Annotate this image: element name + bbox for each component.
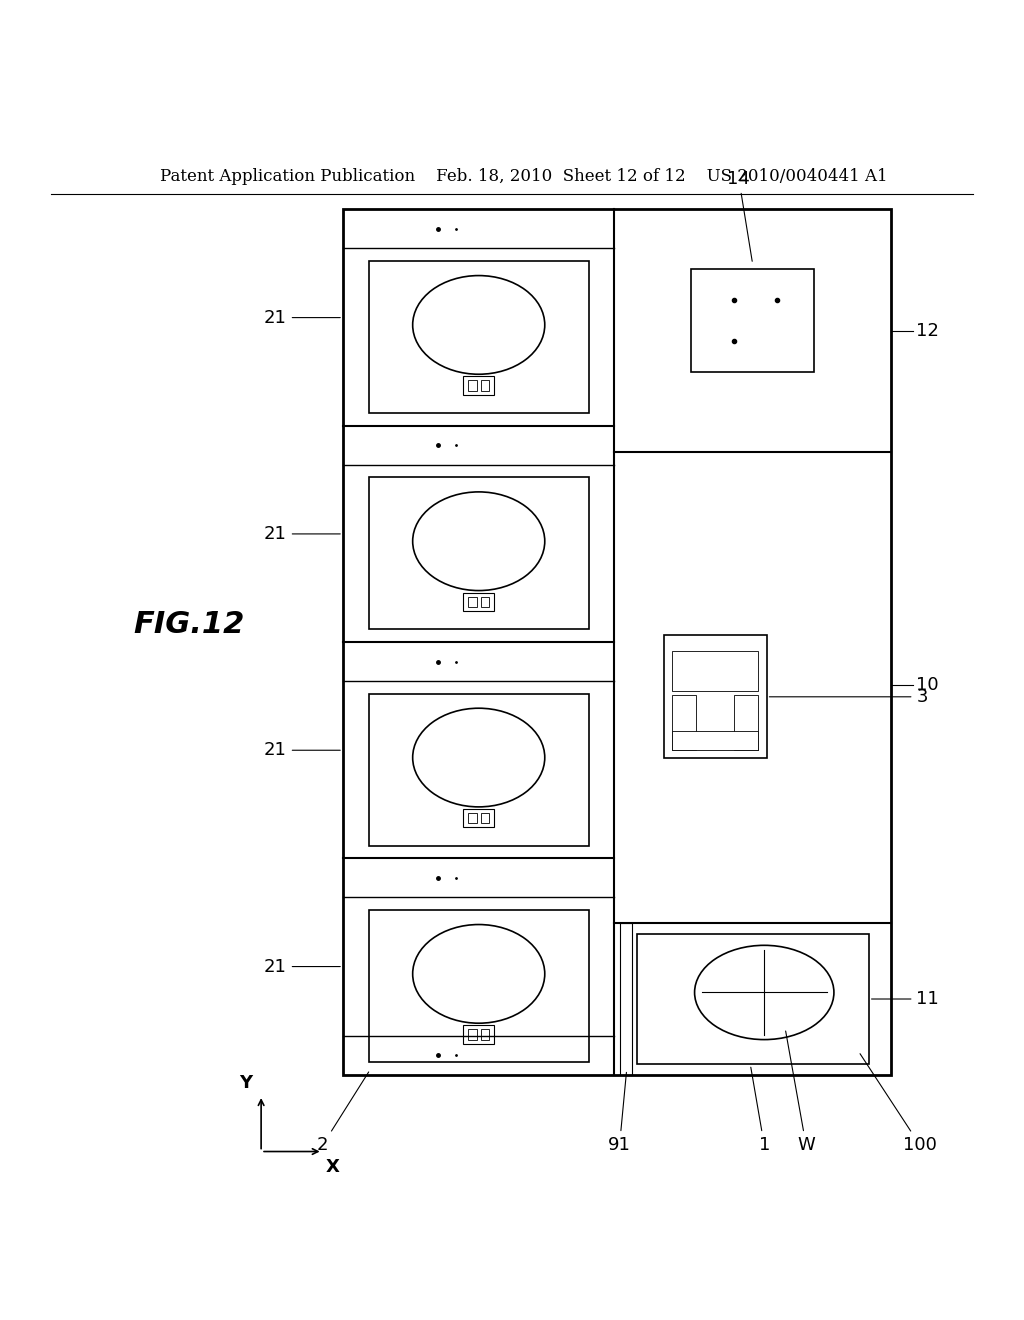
Bar bbox=[620, 923, 632, 1074]
Bar bbox=[691, 269, 814, 371]
Text: 100: 100 bbox=[860, 1053, 937, 1154]
Text: 3: 3 bbox=[769, 688, 928, 706]
Bar bbox=[463, 376, 495, 395]
Bar bbox=[673, 731, 759, 750]
Text: W: W bbox=[785, 1031, 815, 1154]
Text: Y: Y bbox=[240, 1074, 252, 1092]
Text: 21: 21 bbox=[264, 957, 340, 975]
Bar bbox=[469, 380, 477, 391]
Bar bbox=[637, 933, 868, 1064]
Bar bbox=[369, 261, 589, 413]
Bar bbox=[463, 1026, 495, 1044]
Bar bbox=[369, 478, 589, 630]
Text: 2: 2 bbox=[316, 1072, 369, 1154]
Bar bbox=[343, 210, 891, 1074]
Text: 21: 21 bbox=[264, 309, 340, 326]
Bar bbox=[481, 380, 489, 391]
Text: 10: 10 bbox=[916, 676, 939, 694]
Text: 21: 21 bbox=[264, 742, 340, 759]
Text: FIG.12: FIG.12 bbox=[134, 610, 245, 639]
Text: 1: 1 bbox=[751, 1067, 770, 1154]
Bar bbox=[734, 694, 759, 750]
Text: 21: 21 bbox=[264, 525, 340, 543]
Text: 11: 11 bbox=[871, 990, 939, 1008]
Bar bbox=[369, 909, 589, 1061]
Text: 14: 14 bbox=[727, 170, 753, 261]
Bar bbox=[369, 694, 589, 846]
Bar bbox=[481, 813, 489, 824]
Text: 91: 91 bbox=[608, 1072, 631, 1154]
Bar bbox=[469, 813, 477, 824]
Bar bbox=[469, 1030, 477, 1040]
Bar bbox=[665, 635, 767, 758]
Bar bbox=[481, 1030, 489, 1040]
Text: Patent Application Publication    Feb. 18, 2010  Sheet 12 of 12    US 2010/00404: Patent Application Publication Feb. 18, … bbox=[161, 168, 888, 185]
Bar bbox=[673, 694, 696, 750]
Bar bbox=[463, 593, 495, 611]
Bar bbox=[673, 651, 759, 692]
Text: X: X bbox=[326, 1158, 340, 1176]
Bar bbox=[481, 597, 489, 607]
Text: 12: 12 bbox=[916, 322, 939, 339]
Bar bbox=[463, 809, 495, 828]
Bar bbox=[469, 597, 477, 607]
